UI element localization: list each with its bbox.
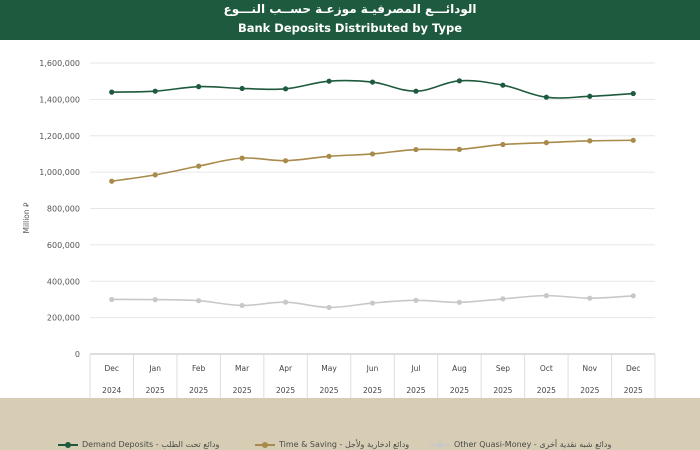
data-point (413, 88, 419, 94)
data-point (587, 93, 593, 99)
data-point (282, 299, 289, 305)
line-chart: 0 200,000 400,000 600,000 800,000 1,000,000 1,… (22, 59, 656, 398)
data-point (196, 163, 202, 169)
data-point (239, 85, 245, 92)
data-point (152, 172, 158, 178)
data-point (630, 137, 636, 143)
legend-item: Time & Saving - ودائع ادخارية ولأجل (255, 440, 409, 449)
legend-marker (262, 441, 268, 448)
legend-swatch (430, 441, 450, 448)
x-tick-month: Jun (366, 364, 379, 373)
series-lines (109, 78, 636, 311)
data-point (630, 293, 636, 299)
x-tick-year: 2025 (406, 386, 425, 395)
data-point (152, 297, 158, 303)
x-tick-year: 2025 (624, 386, 643, 395)
y-tick-label: 600,000 (47, 241, 80, 250)
data-point (282, 86, 289, 92)
x-tick-year: 2025 (580, 386, 599, 395)
title-arabic: الودائـــع المصرفيـة موزعـة حســب النـــ… (223, 2, 477, 16)
legend-marker (65, 441, 71, 448)
data-point (196, 84, 202, 90)
x-tick-month: Feb (192, 364, 206, 373)
data-point (109, 89, 115, 95)
legend-item: Demand Deposits - ودائع تحت الطلب (58, 440, 219, 449)
data-point (500, 296, 506, 302)
x-tick-month: Apr (279, 364, 293, 373)
data-point (152, 88, 158, 94)
x-tick-month: Mar (235, 364, 250, 373)
legend-marker (437, 441, 443, 448)
data-point (369, 79, 376, 85)
x-tick-year: 2025 (493, 386, 512, 395)
data-point (109, 178, 115, 184)
y-tick-label: 800,000 (47, 205, 80, 214)
chart-header: الودائـــع المصرفيـة موزعـة حســب النـــ… (0, 0, 700, 40)
data-point (500, 141, 506, 148)
data-point (630, 90, 636, 97)
data-point (369, 300, 376, 306)
data-point (456, 299, 463, 305)
grid-lines (90, 62, 655, 355)
data-point (326, 153, 332, 159)
x-tick-year: 2025 (319, 386, 338, 395)
y-tick-label: 400,000 (47, 277, 80, 286)
data-point (456, 78, 463, 84)
y-tick-label: 1,400,000 (39, 95, 80, 104)
x-tick-year: 2025 (450, 386, 469, 395)
legend-footer: Demand Deposits - ودائع تحت الطلب Time & … (0, 398, 700, 450)
data-point (109, 296, 115, 303)
legend-item: Other Quasi-Money - ودائع شبه نقدية أخرى (430, 440, 611, 449)
legend-label: Demand Deposits - ودائع تحت الطلب (82, 440, 220, 449)
x-tick-year: 2024 (102, 386, 121, 395)
x-tick-month: Sep (496, 364, 510, 373)
y-tick-label: 1,000,000 (39, 168, 80, 177)
data-point (587, 138, 593, 144)
x-axis-table: Dec 2024 Jan 2025 Feb 2025 Mar 2025 Apr 2025 May 20… (89, 353, 656, 398)
y-tick-label: 1,600,000 (39, 59, 80, 68)
y-tick-labels: 0 200,000 400,000 600,000 800,000 1,000,000 1,… (39, 59, 80, 359)
y-tick-label: 0 (75, 350, 80, 359)
title-english: Bank Deposits Distributed by Type (237, 21, 463, 35)
series-line (111, 139, 634, 183)
legend-label: Other Quasi-Money - ودائع شبه نقدية أخرى (454, 440, 612, 449)
x-tick-month: Aug (452, 364, 467, 373)
data-point (369, 151, 376, 157)
x-tick-year: 2025 (537, 386, 556, 395)
x-tick-month: May (321, 364, 337, 373)
x-tick-month: Nov (582, 364, 597, 373)
x-tick-month: Jul (410, 364, 420, 373)
legend-swatch (255, 441, 275, 448)
y-tick-label: 1,200,000 (39, 132, 80, 141)
x-tick-year: 2025 (189, 386, 208, 395)
y-tick-label: 200,000 (47, 314, 80, 323)
data-point (326, 78, 332, 84)
data-point (543, 140, 549, 146)
data-point (239, 302, 245, 309)
data-point (456, 146, 463, 152)
data-point (413, 297, 419, 303)
x-tick-year: 2025 (146, 386, 165, 395)
legend: Demand Deposits - ودائع تحت الطلب Time & … (0, 398, 700, 450)
data-point (500, 82, 506, 88)
x-tick-year: 2025 (276, 386, 295, 395)
legend-swatch (58, 441, 78, 448)
x-tick-month: Dec (626, 364, 641, 373)
x-tick-year: 2025 (233, 386, 252, 395)
data-point (196, 298, 202, 304)
data-point (543, 293, 549, 299)
legend-label: Time & Saving - ودائع ادخارية ولأجل (279, 440, 410, 449)
x-tick-month: Dec (104, 364, 119, 373)
data-point (326, 304, 332, 311)
data-point (543, 94, 549, 100)
data-point (587, 295, 593, 301)
x-tick-month: Oct (540, 364, 553, 373)
y-axis-label: Million ⃁ (22, 202, 31, 234)
data-point (413, 146, 419, 153)
x-tick-month: Jan (148, 364, 161, 373)
data-point (282, 158, 289, 164)
x-tick-year: 2025 (363, 386, 382, 395)
data-point (239, 155, 245, 161)
